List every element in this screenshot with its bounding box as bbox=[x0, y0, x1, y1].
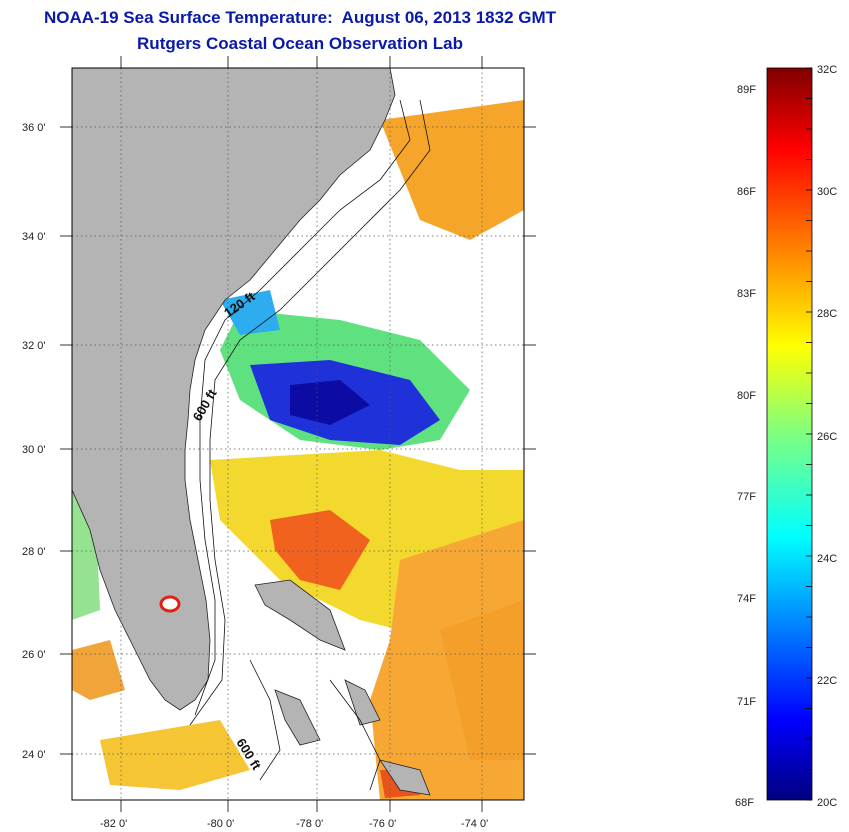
colorbar-c-20: 20C bbox=[817, 797, 837, 809]
map-title: NOAA-19 Sea Surface Temperature: August … bbox=[43, 8, 557, 27]
lat-label-32: 32 0' bbox=[22, 340, 46, 352]
colorbar-c-32: 32C bbox=[817, 64, 837, 76]
colorbar-f-86: 86F bbox=[737, 186, 756, 198]
colorbar-f-74: 74F bbox=[737, 593, 756, 605]
colorbar-f-80: 80F bbox=[737, 390, 756, 402]
lat-label-28: 28 0' bbox=[22, 546, 46, 558]
lat-label-24: 24 0' bbox=[22, 749, 46, 761]
lon-label-74: -74 0' bbox=[461, 818, 488, 830]
lon-label-80: -80 0' bbox=[207, 818, 234, 830]
lat-label-26: 26 0' bbox=[22, 649, 46, 661]
colorbar-f-68: 68F bbox=[735, 797, 754, 809]
colorbar-f-83: 83F bbox=[737, 288, 756, 300]
lon-label-76: -76 0' bbox=[369, 818, 396, 830]
colorbar-c-24: 24C bbox=[817, 553, 837, 565]
temperature-colorbar: 89F 86F 83F 80F 77F 74F 71F 68F 32C 30C … bbox=[735, 64, 837, 809]
lon-label-78: -78 0' bbox=[296, 818, 323, 830]
lat-label-36: 36 0' bbox=[22, 122, 46, 134]
colorbar-c-22: 22C bbox=[817, 675, 837, 687]
us-landmass bbox=[72, 68, 396, 711]
colorbar-f-89: 89F bbox=[737, 84, 756, 96]
colorbar-c-26: 26C bbox=[817, 431, 837, 443]
colorbar-f-71: 71F bbox=[737, 696, 756, 708]
lat-label-34: 34 0' bbox=[22, 231, 46, 243]
map-subtitle: Rutgers Coastal Ocean Observation Lab bbox=[137, 34, 463, 53]
colorbar-c-28: 28C bbox=[817, 308, 837, 320]
colorbar-f-77: 77F bbox=[737, 491, 756, 503]
colorbar-c-30: 30C bbox=[817, 186, 837, 198]
lat-label-30: 30 0' bbox=[22, 444, 46, 456]
lon-label-82: -82 0' bbox=[100, 818, 127, 830]
